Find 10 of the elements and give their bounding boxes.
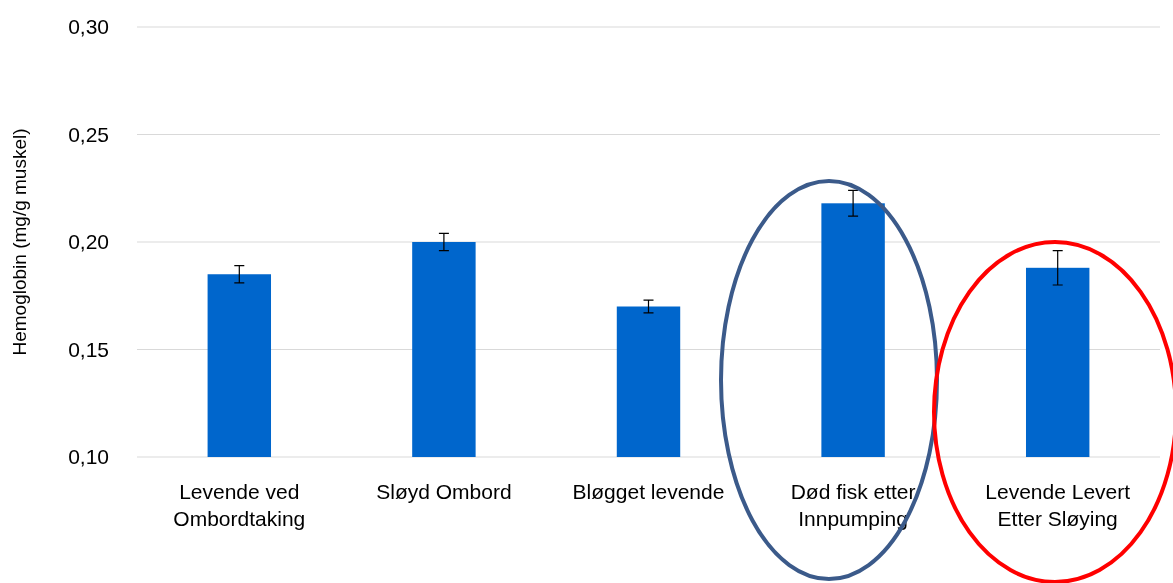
x-tick-label: Levende ved Ombordtaking xyxy=(173,480,306,531)
x-tick-label: Bløgget levende xyxy=(572,480,725,503)
x-tick-label: Levende Levert Etter Sløying xyxy=(985,480,1131,531)
y-tick-label: 0,25 xyxy=(68,122,109,146)
y-tick-label: 0,30 xyxy=(68,15,109,39)
y-tick-label: 0,10 xyxy=(68,445,109,469)
y-axis-title: Hemoglobin (mg/g muskel) xyxy=(9,128,30,356)
y-tick-label: 0,20 xyxy=(68,230,109,254)
x-tick-label: Sløyd Ombord xyxy=(376,480,512,503)
y-tick-label: 0,15 xyxy=(68,337,109,361)
